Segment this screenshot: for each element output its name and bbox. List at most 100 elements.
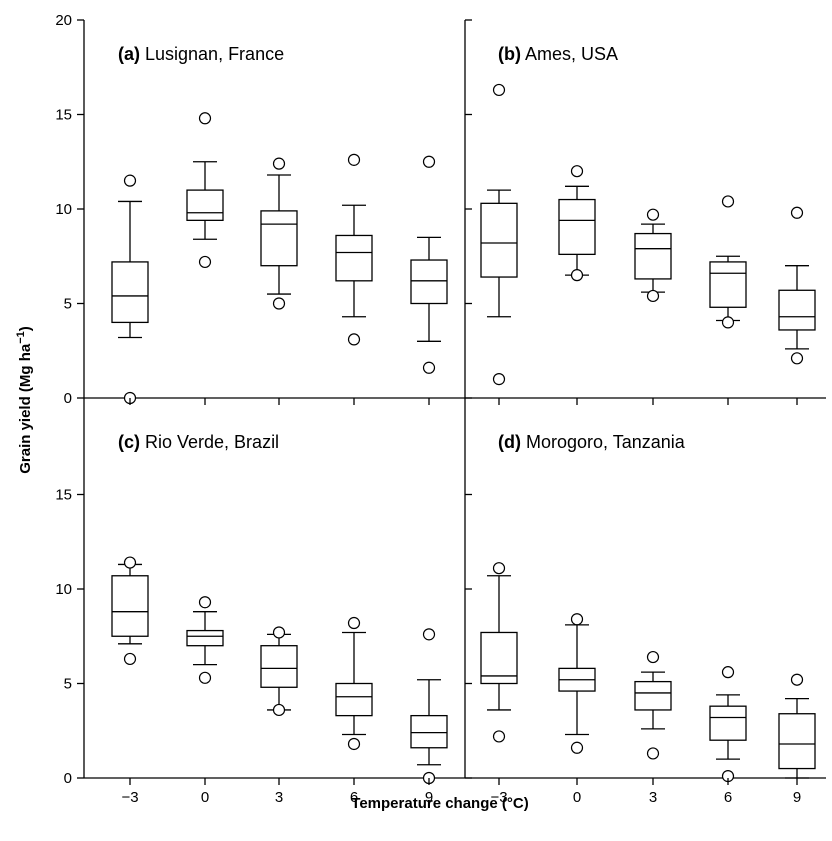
box-4 xyxy=(410,628,448,785)
outlier-point xyxy=(272,157,286,170)
box-1 xyxy=(186,112,224,269)
box-2 xyxy=(634,650,672,760)
panel-title: (b) Ames, USA xyxy=(498,44,618,64)
panel-site: Morogoro, Tanzania xyxy=(521,432,686,452)
box-iqr xyxy=(186,189,224,221)
box-iqr xyxy=(260,645,298,688)
panel-d: (d) Morogoro, Tanzania xyxy=(480,432,816,783)
y-top-tick-label-10: 10 xyxy=(55,201,72,218)
y-axis-ticks: 20 15 10 5 0 15 10 5 0 xyxy=(55,12,472,787)
outlier-point xyxy=(492,373,506,386)
box-iqr xyxy=(111,575,149,637)
box-iqr xyxy=(480,202,518,278)
outlier-point xyxy=(347,153,361,166)
x-axis-ticks: −3 0 3 6 9 −3 0 3 6 9 xyxy=(121,398,801,806)
outlier-point xyxy=(570,269,584,282)
x-tick-label-left-0: −3 xyxy=(121,789,138,806)
y-bottom-tick-label-5: 5 xyxy=(64,676,72,693)
outlier-point xyxy=(422,628,436,641)
box-2 xyxy=(634,208,672,303)
box-iqr xyxy=(778,289,816,331)
outlier-point xyxy=(492,562,506,575)
outlier-point xyxy=(198,671,212,684)
outlier-point xyxy=(347,616,361,630)
outlier-point xyxy=(123,174,137,187)
box-1 xyxy=(186,596,224,684)
box-4 xyxy=(778,206,816,365)
box-0 xyxy=(480,562,518,743)
x-axis-title: Temperature change (°C) xyxy=(351,795,528,812)
outlier-point xyxy=(646,747,660,760)
y-axis-title-main: Grain yield (Mg ha xyxy=(17,343,34,474)
box-iqr xyxy=(410,714,448,749)
outlier-point xyxy=(492,83,506,97)
x-tick-label-right-4: 9 xyxy=(793,789,801,806)
box-1 xyxy=(558,613,596,754)
box-0 xyxy=(480,83,518,386)
panel-a: (a) Lusignan, France xyxy=(111,44,448,405)
panel-title: (c) Rio Verde, Brazil xyxy=(118,432,279,452)
panels: (a) Lusignan, France (b) Ames, USA (c) Rio… xyxy=(111,44,816,785)
panel-site: Lusignan, France xyxy=(140,44,284,64)
y-top-tick-label-15: 15 xyxy=(55,107,72,124)
outlier-point xyxy=(198,112,212,125)
outlier-point xyxy=(646,208,660,221)
box-2 xyxy=(260,626,298,717)
y-top-tick-label-20: 20 xyxy=(55,12,72,29)
panel-title: (a) Lusignan, France xyxy=(118,44,284,64)
x-tick-label-left-1: 0 xyxy=(201,789,209,806)
box-iqr xyxy=(709,261,747,308)
outlier-point xyxy=(646,289,660,303)
panel-letter: (d) xyxy=(498,432,521,452)
outlier-point xyxy=(790,352,804,365)
x-tick-label-right-3: 6 xyxy=(724,789,732,806)
panel-site: Ames, USA xyxy=(521,44,618,64)
outlier-point xyxy=(721,316,735,329)
y-top-tick-label-5: 5 xyxy=(64,296,72,313)
x-tick-label-right-0: −3 xyxy=(490,789,507,806)
outlier-point xyxy=(790,206,804,219)
outlier-point xyxy=(422,361,436,374)
box-iqr xyxy=(634,232,672,280)
box-2 xyxy=(260,157,298,310)
box-iqr xyxy=(186,629,224,647)
y-bottom-tick-label-0: 0 xyxy=(64,770,72,787)
box-3 xyxy=(709,666,747,783)
box-4 xyxy=(410,155,448,374)
y-bottom-tick-label-15: 15 xyxy=(55,487,72,504)
panel-c: (c) Rio Verde, Brazil xyxy=(111,432,448,785)
box-1 xyxy=(558,165,596,282)
outlier-point xyxy=(492,730,506,743)
x-tick-label-left-4: 9 xyxy=(425,789,433,806)
x-tick-label-right-1: 0 xyxy=(573,789,581,806)
box-iqr xyxy=(778,713,816,770)
box-iqr xyxy=(260,210,298,267)
panel-letter: (c) xyxy=(118,432,140,452)
box-iqr xyxy=(480,631,518,685)
y-axis-title-close: ) xyxy=(17,326,34,331)
box-iqr xyxy=(335,234,373,282)
box-3 xyxy=(335,616,373,751)
x-tick-label-left-2: 3 xyxy=(275,789,283,806)
y-top-tick-label-0: 0 xyxy=(64,390,72,407)
outlier-point xyxy=(790,673,804,686)
panel-site: Rio Verde, Brazil xyxy=(140,432,279,452)
panel-letter: (a) xyxy=(118,44,140,64)
x-tick-label-left-3: 6 xyxy=(350,789,358,806)
outlier-point xyxy=(272,297,286,310)
plot-frame xyxy=(83,20,826,779)
outlier-point xyxy=(422,155,436,168)
box-iqr xyxy=(111,261,149,324)
box-0 xyxy=(111,174,149,405)
outlier-point xyxy=(123,556,137,569)
outlier-point xyxy=(570,741,584,754)
box-iqr xyxy=(410,259,448,305)
y-axis-title: Grain yield (Mg ha−1) xyxy=(15,326,34,474)
outlier-point xyxy=(198,596,212,609)
box-3 xyxy=(335,153,373,346)
box-0 xyxy=(111,556,149,666)
box-3 xyxy=(709,195,747,329)
outlier-point xyxy=(272,626,286,639)
outlier-point xyxy=(272,703,286,717)
